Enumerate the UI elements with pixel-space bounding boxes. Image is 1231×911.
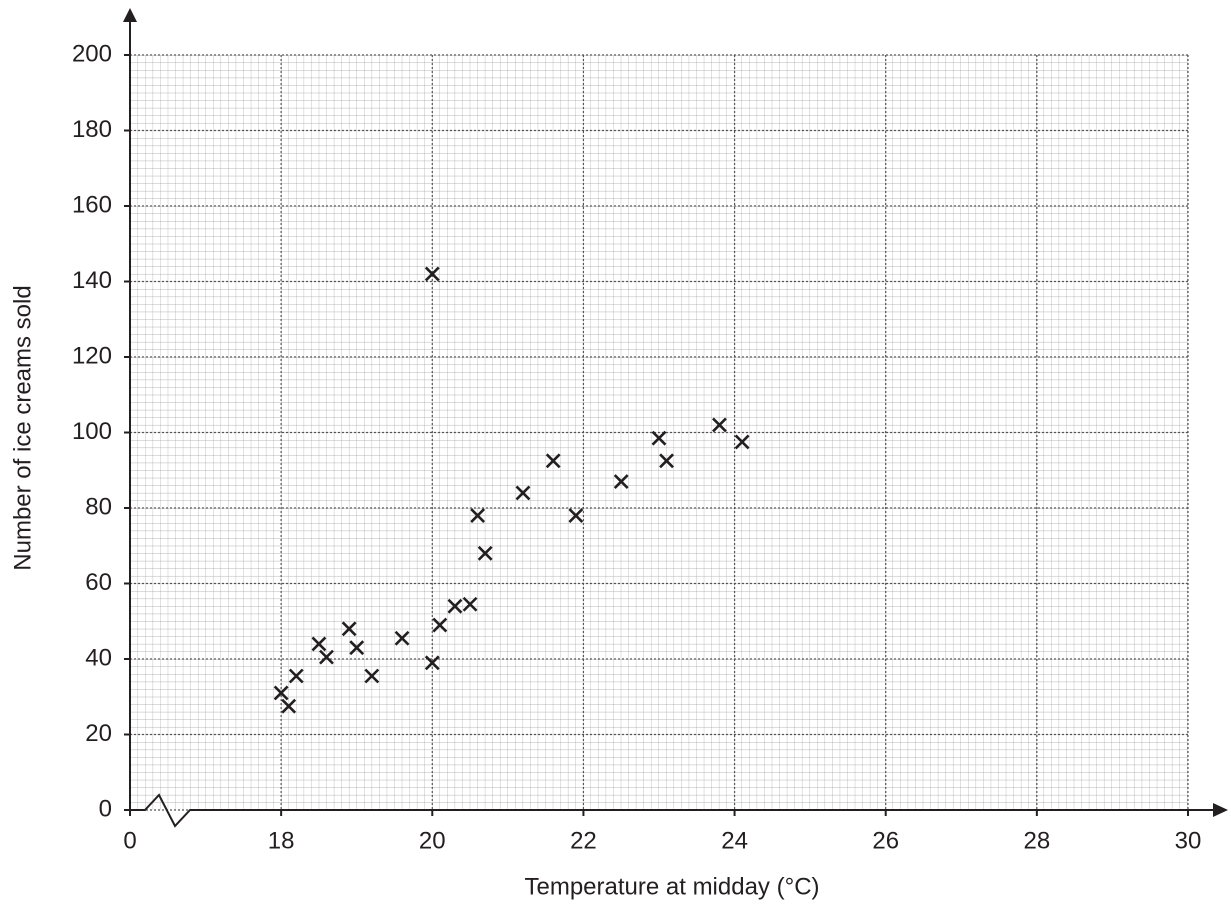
y-tick-label: 200 — [72, 40, 112, 67]
x-tick-label: 24 — [721, 827, 748, 854]
point — [394, 630, 410, 646]
point — [288, 668, 304, 684]
point — [568, 508, 584, 523]
point — [273, 685, 289, 701]
y-axis-title: Number of ice creams sold — [9, 285, 36, 570]
point — [341, 621, 357, 637]
y-tick-label: 20 — [85, 720, 112, 747]
y-arrow — [123, 8, 137, 22]
point — [651, 430, 667, 446]
y-tick-label: 180 — [72, 116, 112, 143]
x-tick-label: 20 — [419, 827, 446, 854]
x-tick-label: 30 — [1175, 827, 1202, 854]
x-axis-title: Temperature at midday (°C) — [524, 873, 819, 900]
point — [432, 617, 448, 633]
point — [311, 636, 327, 652]
x-tick-label: 26 — [872, 827, 899, 854]
point — [447, 598, 463, 614]
point — [613, 474, 629, 489]
y-tick-label: 80 — [85, 493, 112, 520]
point — [659, 453, 674, 469]
y-tick-label: 160 — [72, 191, 112, 218]
point — [734, 434, 750, 450]
point — [545, 453, 561, 469]
x-tick-label: 18 — [268, 827, 295, 854]
point — [462, 596, 478, 612]
x-arrow — [1213, 803, 1228, 817]
y-tick-label: 140 — [72, 267, 112, 294]
point — [319, 649, 334, 665]
x-tick-label: 22 — [570, 827, 597, 854]
y-tick-label: 60 — [85, 569, 112, 596]
y-tick-label: 100 — [72, 418, 112, 445]
y-tick-label: 40 — [85, 644, 112, 671]
x-tick-label: 28 — [1024, 827, 1051, 854]
grid — [129, 54, 1189, 811]
point — [515, 485, 531, 501]
y-tick-label: 120 — [72, 342, 112, 369]
point — [349, 640, 365, 656]
point — [281, 698, 297, 714]
y-tick-label: 0 — [99, 795, 112, 822]
point — [364, 668, 380, 684]
point — [424, 266, 440, 282]
point — [712, 417, 727, 433]
point — [424, 655, 440, 671]
point — [470, 508, 486, 523]
point — [477, 545, 493, 561]
x-tick-label: 0 — [123, 827, 136, 854]
x-axis — [130, 793, 1215, 828]
